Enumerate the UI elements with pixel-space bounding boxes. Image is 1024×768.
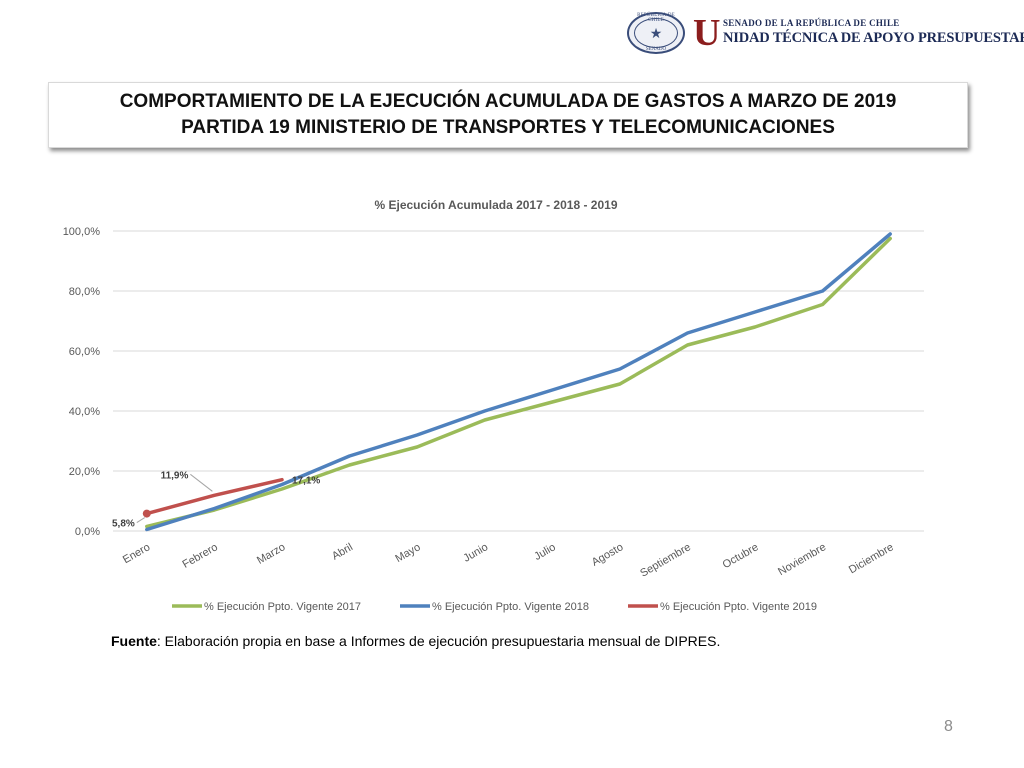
- x-tick-label: Marzo: [255, 541, 287, 567]
- x-tick-label: Octubre: [721, 541, 761, 571]
- header-logo: REPÚBLICA DE CHILE ★ SENADO U SENADO DE …: [627, 10, 1024, 60]
- y-tick-label: 80,0%: [69, 286, 100, 298]
- x-tick-label: Septiembre: [638, 541, 693, 580]
- x-tick-label: Febrero: [181, 541, 220, 571]
- source-label: Fuente: [111, 633, 157, 649]
- data-label: 11,9%: [161, 470, 189, 481]
- senate-seal-icon: REPÚBLICA DE CHILE ★ SENADO: [627, 12, 685, 54]
- org-name-bottom: NIDAD TÉCNICA DE APOYO PRESUPUESTARIO: [723, 30, 1024, 46]
- x-tick-label: Agosto: [590, 541, 626, 569]
- org-name-top: SENADO DE LA REPÚBLICA DE CHILE: [723, 18, 900, 28]
- line-chart: 0,0% 20,0% 40,0% 60,0% 80,0% 100,0% Enero Febr…: [63, 198, 924, 613]
- page-number: 8: [944, 718, 953, 735]
- legend-label-1: % Ejecución Ppto. Vigente 2017: [204, 601, 361, 613]
- y-tick-label: 60,0%: [69, 346, 100, 358]
- legend-label-2: % Ejecución Ppto. Vigente 2018: [432, 601, 589, 613]
- y-tick-label: 20,0%: [69, 466, 100, 478]
- series-line-2: [145, 232, 892, 532]
- series-line-1: [145, 236, 892, 529]
- slide-title-line-1: COMPORTAMIENTO DE LA EJECUCIÓN ACUMULADA…: [119, 91, 897, 112]
- y-tick-label: 40,0%: [69, 406, 100, 418]
- x-tick-label: Mayo: [393, 541, 422, 565]
- x-tick-label: Junio: [461, 541, 490, 565]
- logo-letter: U: [693, 12, 721, 54]
- source-text: : Elaboración propia en base a Informes …: [156, 633, 721, 649]
- y-tick-label: 0,0%: [75, 526, 100, 538]
- x-tick-label: Julio: [532, 541, 558, 563]
- x-tick-label: Abril: [330, 541, 355, 562]
- data-label: 17,1%: [292, 476, 320, 487]
- y-tick-label: 100,0%: [63, 226, 101, 238]
- legend-label-3: % Ejecución Ppto. Vigente 2019: [660, 601, 817, 613]
- data-label: 5,8%: [112, 519, 135, 530]
- data-point-marker: [142, 509, 151, 518]
- data-label-leader: [190, 473, 213, 492]
- slide-title-box: COMPORTAMIENTO DE LA EJECUCIÓN ACUMULADA…: [48, 82, 968, 148]
- source-note: Fuente: Elaboración propia en base a Inf…: [111, 633, 720, 649]
- series-line-3: [145, 477, 284, 516]
- x-tick-label: Diciembre: [847, 541, 896, 576]
- x-tick-label: Noviembre: [776, 541, 828, 578]
- data-label-leader: [136, 517, 146, 524]
- x-tick-label: Enero: [121, 541, 152, 566]
- slide-title-line-2: PARTIDA 19 MINISTERIO DE TRANSPORTES Y T…: [181, 117, 835, 138]
- chart-title: % Ejecución Acumulada 2017 - 2018 - 2019: [374, 198, 617, 212]
- seal-text-bottom: SENADO: [645, 47, 667, 52]
